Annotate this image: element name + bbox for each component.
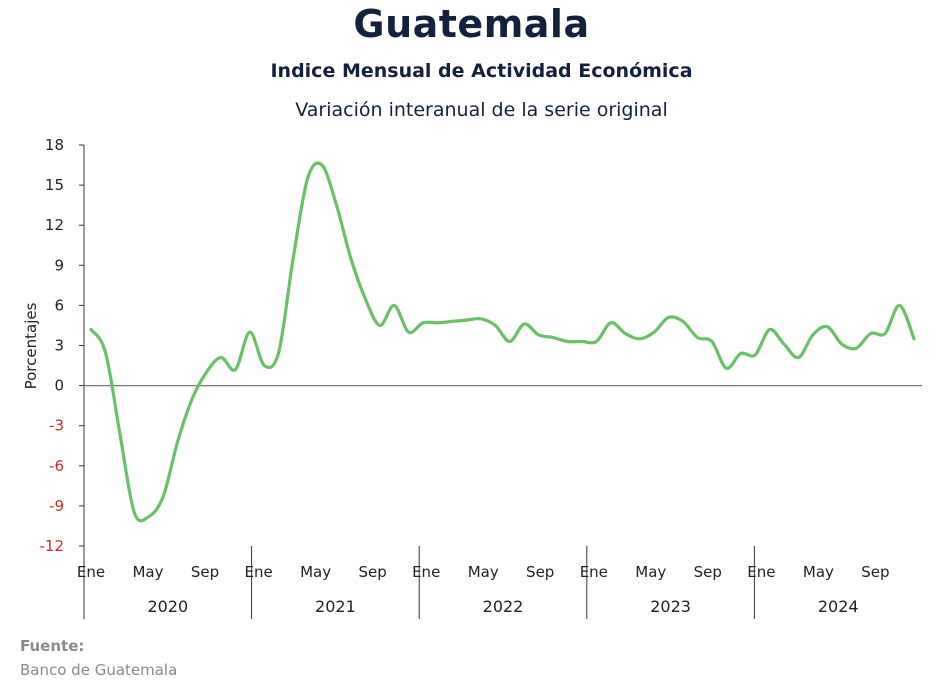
y-tick-label: -9: [49, 497, 64, 515]
y-tick-label: 18: [45, 136, 64, 154]
y-tick-label: 3: [54, 337, 64, 355]
y-tick-label: -6: [49, 457, 64, 475]
month-label: Ene: [747, 563, 775, 581]
year-label: 2023: [650, 597, 691, 616]
y-axis: 18 15 12 9 6 3 0 -3 -6 -9 -12: [40, 136, 922, 555]
chart-subtitle-secondary: Variación interanual de la serie origina…: [295, 99, 668, 121]
month-label: May: [468, 563, 499, 581]
y-axis-label: Porcentajes: [22, 302, 40, 389]
y-tick-label: 12: [45, 216, 64, 234]
month-label: May: [300, 563, 331, 581]
month-label: May: [635, 563, 666, 581]
month-label: Sep: [861, 563, 889, 581]
month-label: May: [132, 563, 163, 581]
year-label: 2021: [315, 597, 356, 616]
month-label: Sep: [191, 563, 219, 581]
chart-subtitle: Indice Mensual de Actividad Económica: [270, 60, 693, 82]
month-label: Ene: [580, 563, 608, 581]
month-label: Sep: [526, 563, 554, 581]
y-tick-label: -3: [49, 417, 64, 435]
y-tick-label: -12: [40, 537, 65, 555]
month-label: Sep: [358, 563, 386, 581]
month-label: Ene: [77, 563, 105, 581]
series-group: [89, 161, 916, 523]
y-tick-label: 15: [45, 176, 64, 194]
year-label: 2020: [147, 597, 188, 616]
y-tick-label: 6: [54, 296, 64, 314]
chart-title: Guatemala: [353, 2, 590, 46]
month-label: May: [803, 563, 834, 581]
source-label: Fuente:: [20, 637, 85, 655]
month-label: Ene: [244, 563, 272, 581]
source-text: Banco de Guatemala: [20, 661, 178, 679]
month-label: Sep: [694, 563, 722, 581]
series-line: [89, 161, 916, 523]
year-label: 2022: [483, 597, 524, 616]
month-label: Ene: [412, 563, 440, 581]
year-label: 2024: [818, 597, 859, 616]
y-tick-label: 9: [54, 256, 64, 274]
y-tick-label: 0: [54, 377, 64, 395]
